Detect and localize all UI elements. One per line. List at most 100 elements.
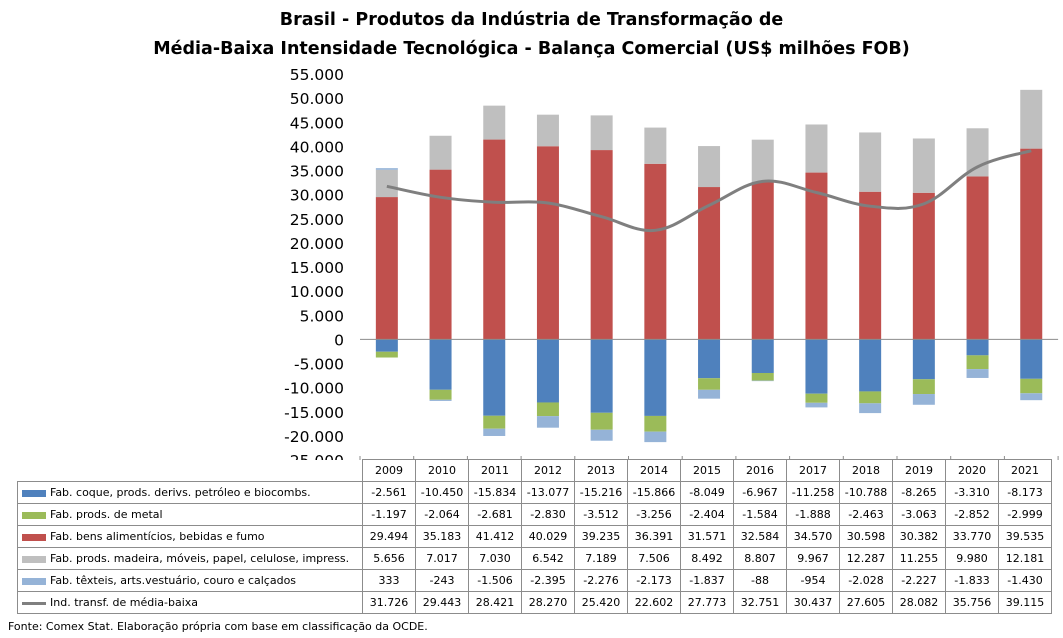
bar-metal-2021 <box>1020 378 1043 394</box>
data-label: -8.173 <box>998 481 1052 504</box>
data-label: 32.584 <box>733 525 787 548</box>
x-tick-label: 2015 <box>680 459 734 482</box>
data-label: -8.049 <box>680 481 734 504</box>
chart-title-line-2: Média-Baixa Intensidade Tecnológica - Ba… <box>153 39 910 59</box>
chart-plot: -25.000 -20.000 -15.000 -10.000 -5.000 0 5.000… <box>284 66 1059 460</box>
bar-alimenticios-2017 <box>805 172 828 340</box>
data-label: -2.999 <box>998 503 1052 526</box>
table-row: Fab. prods. de metal -1.197 -2.064 -2.681 -2… <box>17 503 1052 526</box>
bar-madeira-2017 <box>805 124 828 173</box>
bar-metal-2012 <box>536 402 559 417</box>
data-label: 32.751 <box>733 591 787 614</box>
legend-swatch <box>22 489 46 497</box>
legend-swatch <box>22 533 46 541</box>
line-series-media-baixa <box>386 149 1032 233</box>
x-tick-label: 2020 <box>945 459 999 482</box>
data-label: -243 <box>415 569 469 592</box>
data-label: 7.506 <box>627 547 681 570</box>
data-label: -2.395 <box>521 569 575 592</box>
data-label: 40.029 <box>521 525 575 548</box>
data-label: -2.463 <box>839 503 893 526</box>
y-tick-label: 0 <box>334 331 344 349</box>
data-label: -15.866 <box>627 481 681 504</box>
bar-texteis-2017 <box>805 402 828 408</box>
data-label: -2.404 <box>680 503 734 526</box>
chart-title: Brasil - Produtos da Indústria de Transf… <box>0 6 1063 64</box>
bar-coque-2011 <box>483 339 506 416</box>
x-tick-label: 2021 <box>998 459 1052 482</box>
bar-alimenticios-2010 <box>429 169 452 340</box>
x-tick-label: 2013 <box>574 459 628 482</box>
bar-madeira-2011 <box>483 105 506 140</box>
y-tick-label: 5.000 <box>300 307 344 325</box>
y-tick-label: 45.000 <box>290 114 344 132</box>
data-label: 7.030 <box>468 547 522 570</box>
data-label: 39.535 <box>998 525 1052 548</box>
legend-entry: Fab. prods. de metal <box>17 503 363 526</box>
bar-coque-2020 <box>966 339 989 356</box>
data-label: 7.189 <box>574 547 628 570</box>
legend-entry: Fab. bens alimentícios, bebidas e fumo <box>17 525 363 548</box>
data-label: 27.605 <box>839 591 893 614</box>
data-label: -1.837 <box>680 569 734 592</box>
data-label: -13.077 <box>521 481 575 504</box>
x-tick-label: 2010 <box>415 459 469 482</box>
bar-coque-2019 <box>912 339 935 380</box>
bar-madeira-2021 <box>1020 89 1043 149</box>
legend-entry: Fab. têxteis, arts.vestuário, couro e ca… <box>17 569 363 592</box>
data-label: 333 <box>362 569 416 592</box>
data-label: -3.512 <box>574 503 628 526</box>
source-note: Fonte: Comex Stat. Elaboração própria co… <box>8 620 428 633</box>
bar-madeira-2020 <box>966 128 989 177</box>
legend-entry: Fab. prods. madeira, móveis, papel, celu… <box>17 547 363 570</box>
data-label: 8.492 <box>680 547 734 570</box>
data-label: -2.852 <box>945 503 999 526</box>
data-label: -954 <box>786 569 840 592</box>
table-corner <box>17 459 363 482</box>
data-label: 28.421 <box>468 591 522 614</box>
x-tick-label: 2018 <box>839 459 893 482</box>
y-tick-label: 35.000 <box>290 163 344 181</box>
data-label: -2.561 <box>362 481 416 504</box>
bar-metal-2009 <box>375 351 398 358</box>
data-label: 36.391 <box>627 525 681 548</box>
legend-label: Fab. bens alimentícios, bebidas e fumo <box>50 530 265 543</box>
table-row: Ind. transf. de média-baixa 31.726 29.443 2… <box>17 591 1052 614</box>
data-label: 6.542 <box>521 547 575 570</box>
bar-alimenticios-2011 <box>483 139 506 340</box>
bar-texteis-2014 <box>644 431 667 443</box>
legend-label: Fab. prods. madeira, móveis, papel, celu… <box>50 552 350 565</box>
data-label: 34.570 <box>786 525 840 548</box>
data-label: 33.770 <box>945 525 999 548</box>
y-tick-label: 25.000 <box>290 211 344 229</box>
bar-madeira-2016 <box>751 139 774 183</box>
data-label: -3.256 <box>627 503 681 526</box>
data-label: 27.773 <box>680 591 734 614</box>
legend-label: Fab. coque, prods. derivs. petróleo e bi… <box>50 486 311 499</box>
data-label: 11.255 <box>892 547 946 570</box>
data-label: -2.064 <box>415 503 469 526</box>
y-tick-label: 40.000 <box>290 138 344 156</box>
bar-madeira-2015 <box>698 146 721 188</box>
bar-madeira-2019 <box>912 138 935 193</box>
data-label: 25.420 <box>574 591 628 614</box>
bar-metal-2011 <box>483 415 506 429</box>
data-label: 30.382 <box>892 525 946 548</box>
bar-metal-2018 <box>859 391 882 404</box>
table-row: Fab. coque, prods. derivs. petróleo e bi… <box>17 481 1052 504</box>
bar-madeira-2009 <box>375 169 398 198</box>
y-tick-label: 30.000 <box>290 187 344 205</box>
bar-texteis-2021 <box>1020 393 1043 401</box>
y-tick-label: 20.000 <box>290 235 344 253</box>
bar-coque-2010 <box>429 339 452 390</box>
table-row: Fab. têxteis, arts.vestuário, couro e ca… <box>17 569 1052 592</box>
data-label: -2.681 <box>468 503 522 526</box>
data-label: 30.437 <box>786 591 840 614</box>
bar-metal-2010 <box>429 389 452 400</box>
data-label: -1.833 <box>945 569 999 592</box>
legend-label: Fab. têxteis, arts.vestuário, couro e ca… <box>50 574 297 587</box>
table-header-row: 2009 2010 2011 2012 2013 2014 2015 2016 2017 2018… <box>17 459 1052 482</box>
data-label: 7.017 <box>415 547 469 570</box>
bar-madeira-2012 <box>536 114 559 147</box>
bar-coque-2012 <box>536 339 559 403</box>
